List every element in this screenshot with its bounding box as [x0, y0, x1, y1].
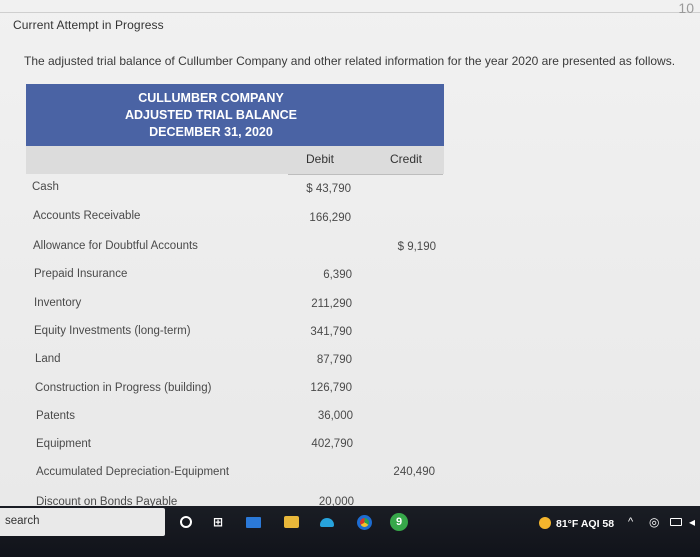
row-label: Patents	[36, 410, 75, 422]
row-label: Equity Investments (long-term)	[34, 325, 191, 337]
page-area: 10 Current Attempt in Progress The adjus…	[0, 0, 700, 506]
statement-title: ADJUSTED TRIAL BALANCE	[125, 107, 297, 122]
row-debit: 126,790	[310, 382, 352, 394]
intro-text: The adjusted trial balance of Cullumber …	[24, 54, 676, 68]
row-credit: 240,490	[393, 466, 435, 478]
row-label: Construction in Progress (building)	[35, 382, 212, 394]
taskbar-search-box[interactable]: search	[0, 508, 165, 536]
column-header-band	[26, 146, 444, 174]
speaker-icon[interactable]: ◂	[689, 515, 696, 529]
row-debit: 211,290	[311, 298, 352, 310]
taskbar: search ⊞ 9 81°F AQI 58 ^ ◎ ◂	[0, 506, 700, 557]
file-explorer-icon[interactable]	[282, 513, 300, 531]
row-label: Discount on Bonds Payable	[36, 496, 178, 506]
row-label: Inventory	[34, 297, 82, 309]
row-debit: 6,390	[323, 269, 352, 281]
row-debit: 402,790	[311, 438, 353, 450]
corner-text: 10	[678, 0, 694, 16]
statement-date: DECEMBER 31, 2020	[149, 124, 273, 139]
network-icon[interactable]: ◎	[649, 515, 660, 529]
row-label: Equipment	[36, 438, 91, 450]
credit-column-header: Credit	[389, 152, 422, 166]
task-view-icon[interactable]: ⊞	[212, 515, 224, 529]
row-debit: 166,290	[309, 212, 351, 224]
company-name: CULLUMBER COMPANY	[138, 90, 284, 105]
cortana-circle-icon[interactable]	[177, 513, 195, 531]
row-debit: 36,000	[317, 410, 353, 422]
row-label: Accounts Receivable	[33, 210, 141, 222]
row-label: Prepaid Insurance	[34, 268, 128, 280]
edge-icon[interactable]	[318, 513, 336, 531]
search-text: search	[5, 515, 40, 527]
row-debit: 87,790	[316, 354, 352, 366]
divider	[0, 12, 700, 13]
row-debit: 341,790	[310, 326, 352, 338]
debit-column-header: Debit	[305, 152, 334, 166]
battery-icon[interactable]	[670, 518, 682, 526]
row-credit: $ 9,190	[397, 241, 436, 253]
trial-balance-header: CULLUMBER COMPANY ADJUSTED TRIAL BALANCE…	[26, 84, 444, 146]
row-label: Allowance for Doubtful Accounts	[33, 240, 198, 252]
chevron-up-icon[interactable]: ^	[628, 516, 634, 528]
row-debit: 20,000	[318, 496, 354, 506]
row-debit: $ 43,790	[306, 183, 351, 195]
weather-text[interactable]: 81°F AQI 58	[556, 518, 615, 530]
mail-icon[interactable]	[244, 513, 262, 531]
row-label: Accumulated Depreciation-Equipment	[36, 466, 230, 478]
attempt-title: Current Attempt in Progress	[13, 18, 164, 32]
app-icon[interactable]: 9	[390, 513, 408, 531]
weather-icon[interactable]	[536, 514, 554, 532]
chrome-icon[interactable]	[355, 513, 373, 531]
row-label: Cash	[32, 181, 59, 193]
row-label: Land	[35, 353, 61, 365]
column-header-rule	[288, 174, 443, 175]
